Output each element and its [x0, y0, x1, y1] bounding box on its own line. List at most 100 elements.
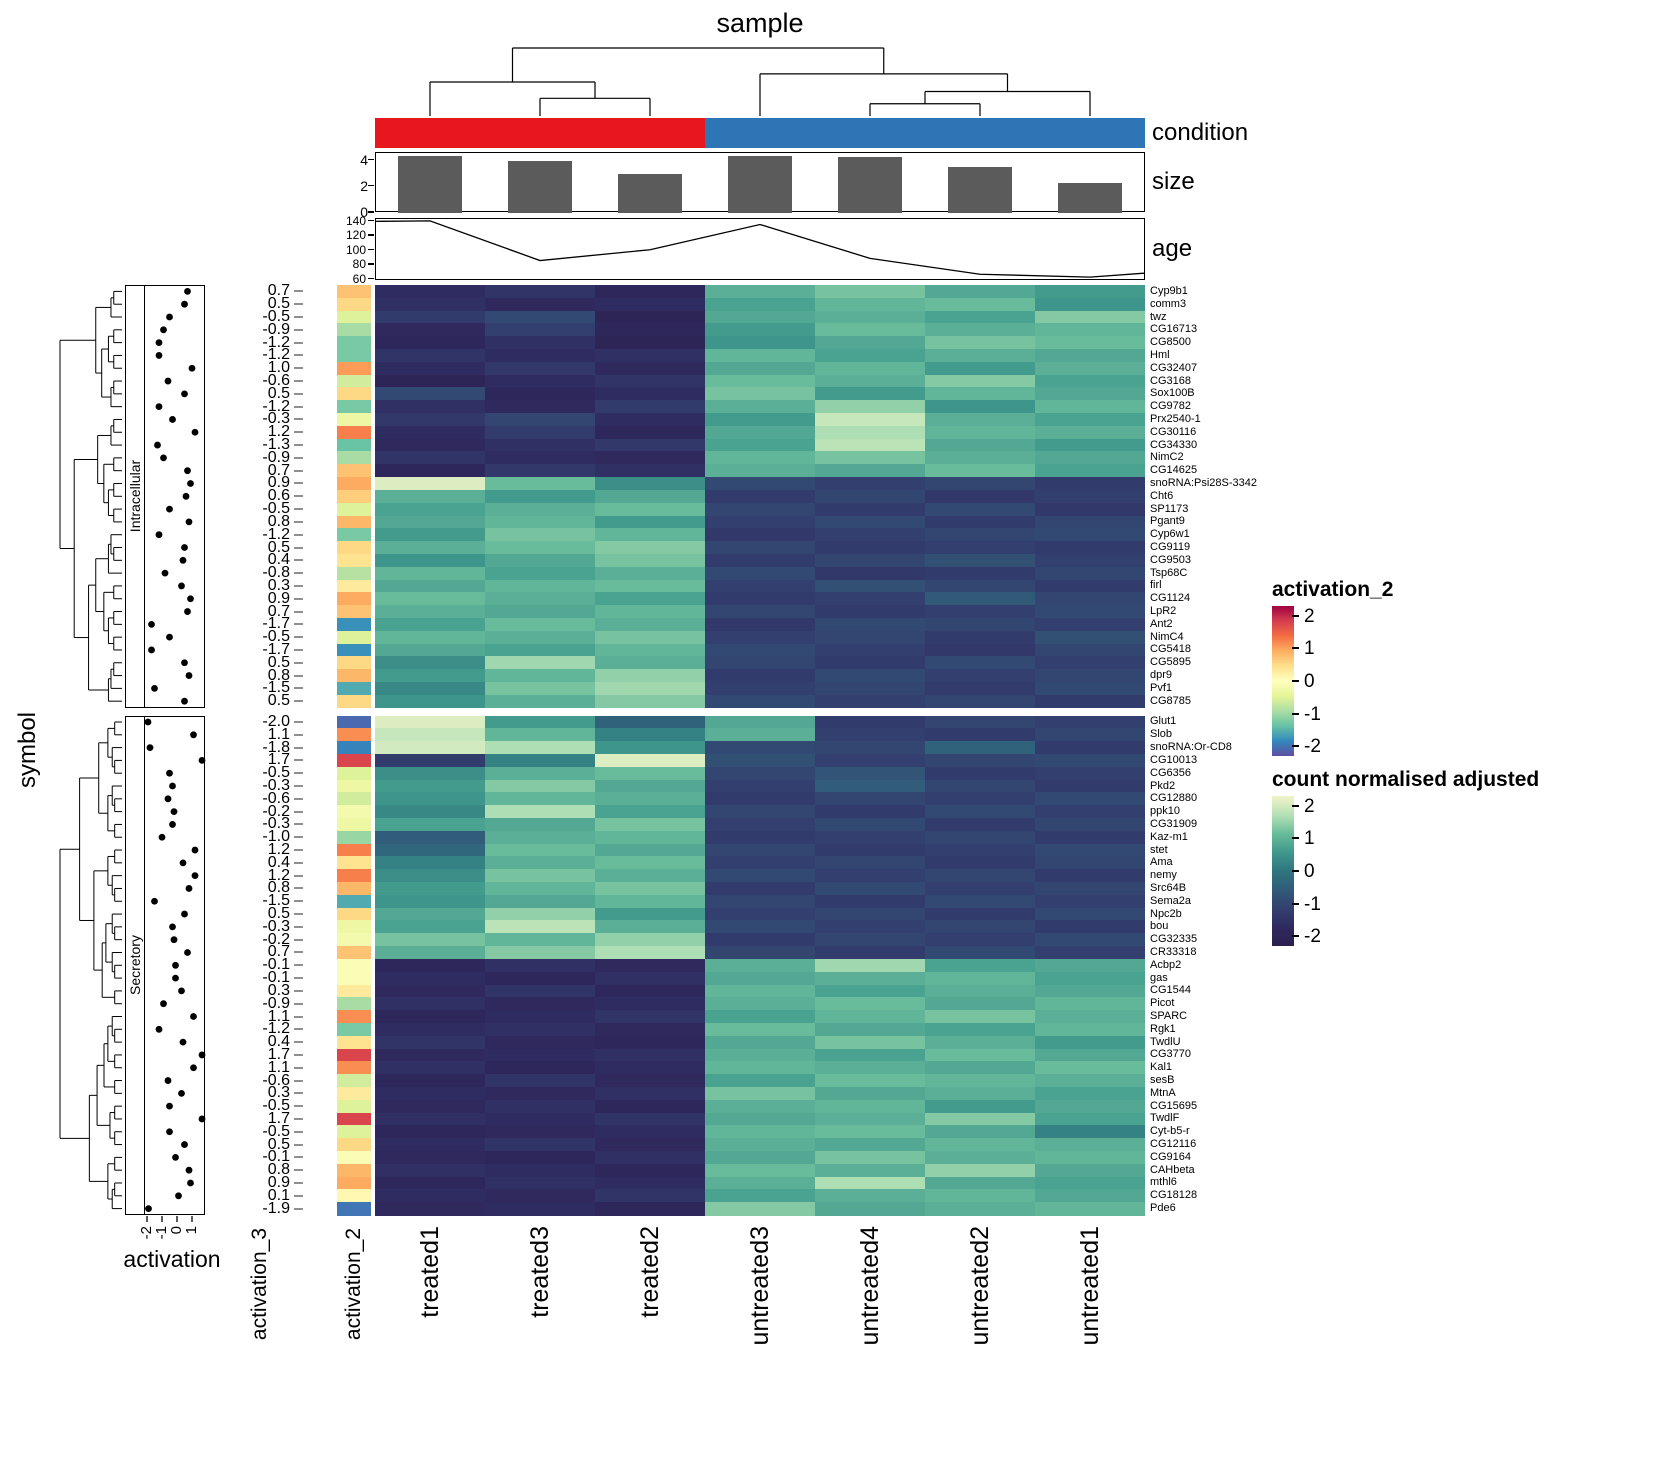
heatmap-cell [1035, 792, 1145, 806]
heatmap-row [375, 971, 1145, 986]
heatmap-cell [1035, 1048, 1145, 1063]
activation3-value: -0.1 [262, 969, 290, 987]
heatmap-cell [1035, 1112, 1145, 1127]
heatmap-cell [815, 477, 925, 491]
size-axis-tick [368, 184, 374, 187]
heatmap-cell [705, 1086, 815, 1101]
gene-label: Npc2b [1150, 907, 1182, 920]
activation3-tick [294, 572, 303, 575]
heatmap-cell [925, 605, 1035, 619]
activation3-value: -0.2 [262, 802, 290, 820]
heatmap-row [375, 579, 1145, 594]
activation3-value: 0.5 [267, 384, 290, 402]
gene-label: Pde6 [1150, 1202, 1176, 1215]
heatmap-cell [1035, 502, 1145, 517]
activation2-cell [337, 1150, 371, 1165]
heatmap-cell [485, 425, 595, 440]
gene-label: Cyp9b1 [1150, 284, 1188, 297]
heatmap-cell [485, 374, 595, 389]
heatmap-cell [925, 285, 1035, 299]
heatmap-cell [815, 528, 925, 542]
gene-label: CG34330 [1150, 438, 1198, 451]
activation3-tick [294, 836, 303, 839]
activation2-cell [337, 566, 371, 581]
activation3-tick [294, 380, 303, 383]
heatmap-cell [595, 592, 705, 606]
heatmap-cell [595, 477, 705, 491]
activation2-cell [337, 1061, 371, 1075]
heatmap-cell [815, 541, 925, 555]
heatmap-cell [815, 971, 925, 986]
heatmap-cell [705, 617, 815, 632]
heatmap-cell [375, 779, 485, 794]
size-bar [398, 155, 462, 213]
heatmap-row [375, 830, 1145, 845]
heatmap-cell [1035, 882, 1145, 896]
heatmap-cell [375, 1138, 485, 1152]
activation3-tick [294, 823, 303, 826]
activation3-value: 0.5 [267, 295, 290, 313]
heatmap-cell [1035, 566, 1145, 581]
gene-label: CG9164 [1150, 1150, 1191, 1163]
gene-label: dpr9 [1150, 669, 1173, 682]
activation3-tick [294, 1194, 303, 1197]
legend-count-tick [1292, 837, 1299, 840]
activation3-value: -1.7 [262, 615, 290, 633]
activation2-cell [337, 715, 371, 730]
activation3-value: 0.5 [267, 538, 290, 556]
heatmap-cell [925, 1048, 1035, 1063]
gene-label: CG1544 [1150, 984, 1191, 997]
size-bar [838, 156, 902, 213]
activation2-cell [337, 1112, 371, 1127]
heatmap-row [375, 310, 1145, 325]
activation3-tick [294, 1169, 303, 1172]
heatmap-cell [925, 894, 1035, 909]
heatmap-cell [1035, 920, 1145, 934]
heatmap-cell [925, 451, 1035, 465]
heatmap-cell [595, 1086, 705, 1101]
heatmap-cell [375, 920, 485, 934]
heatmap-cell [595, 400, 705, 414]
heatmap-row [375, 1150, 1145, 1165]
heatmap-cell [1035, 754, 1145, 768]
gene-label: CG30116 [1150, 425, 1197, 438]
heatmap-cell [375, 310, 485, 325]
activation3-tick [294, 1207, 303, 1210]
heatmap-cell [375, 1176, 485, 1191]
gene-label: NimC4 [1150, 630, 1184, 643]
heatmap-cell [485, 1074, 595, 1088]
heatmap-row [375, 843, 1145, 858]
heatmap-cell [375, 933, 485, 947]
heatmap-cell [375, 869, 485, 883]
heatmap-row [375, 1138, 1145, 1152]
activation3-value: -1.3 [262, 436, 290, 454]
heatmap-row [375, 754, 1145, 768]
gene-label: firl [1150, 579, 1162, 592]
heatmap-cell [595, 694, 705, 709]
heatmap-row [375, 592, 1145, 606]
activation2-cell [337, 400, 371, 414]
heatmap-cell [705, 754, 815, 768]
activation2-cell [337, 946, 371, 960]
heatmap-cell [815, 643, 925, 658]
heatmap-cell [815, 1022, 925, 1037]
heatmap-cell [925, 958, 1035, 973]
heatmap-cell [925, 617, 1035, 632]
activation3-tick [294, 648, 303, 651]
heatmap-cell [925, 592, 1035, 606]
heatmap-cell [375, 946, 485, 960]
activation3-value: 0.8 [267, 879, 290, 897]
activation3-tick [294, 290, 303, 293]
activation-axis-title: activation [123, 1246, 221, 1272]
heatmap-cell [815, 515, 925, 529]
heatmap-cell [1035, 1010, 1145, 1024]
activation3-value: -0.5 [262, 764, 290, 782]
gene-label: Slob [1150, 728, 1173, 741]
heatmap-cell [375, 1150, 485, 1165]
heatmap-cell [925, 323, 1035, 337]
gene-label: mthl6 [1150, 1176, 1177, 1189]
heatmap-cell [925, 541, 1035, 555]
heatmap-cell [485, 323, 595, 337]
heatmap-cell [595, 336, 705, 350]
heatmap-cell [595, 741, 705, 755]
